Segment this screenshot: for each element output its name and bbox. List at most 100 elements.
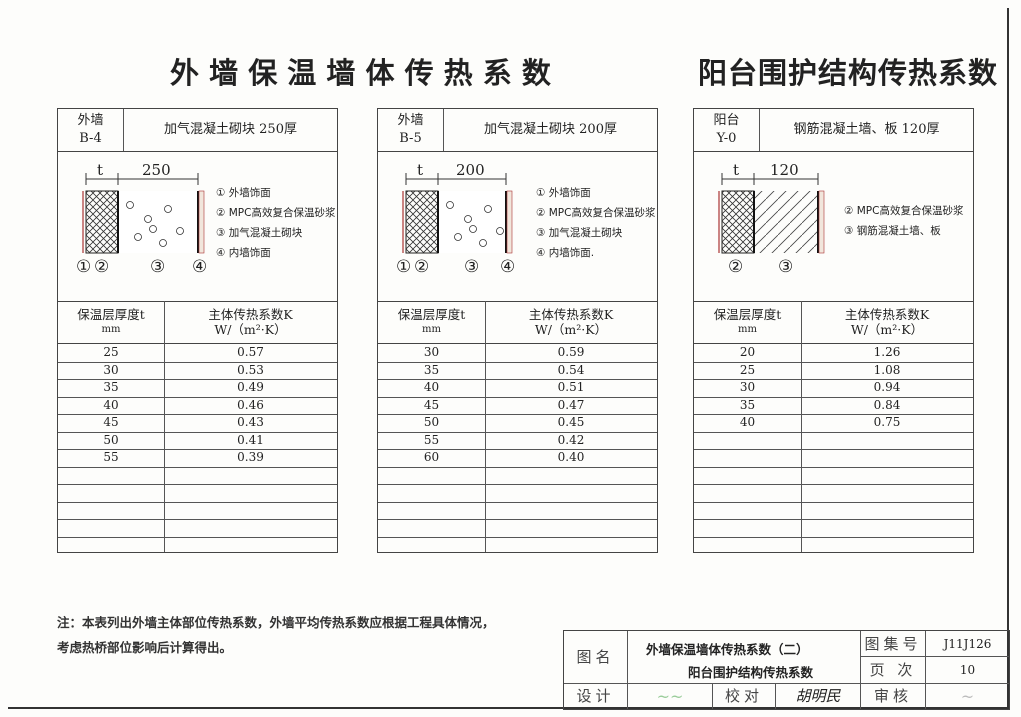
col-header-k-label: 主体传热系数K bbox=[844, 307, 930, 322]
table-row bbox=[378, 537, 657, 555]
table-row: 60 0.40 bbox=[378, 449, 657, 468]
col-header-thickness-unit: mm bbox=[738, 324, 757, 335]
callout-marker: ④ bbox=[500, 257, 516, 277]
k-value-cell: 0.75 bbox=[873, 415, 901, 429]
thickness-cell: 35 bbox=[103, 380, 119, 394]
k-value-cell: 0.59 bbox=[557, 345, 585, 359]
callout-marker: ② bbox=[728, 257, 744, 277]
thickness-cell: 45 bbox=[103, 415, 119, 429]
thickness-cell: 25 bbox=[739, 362, 756, 377]
table-row: 55 0.42 bbox=[378, 432, 657, 450]
insulation-layer bbox=[721, 190, 755, 254]
table-row bbox=[694, 432, 973, 450]
table-row bbox=[694, 519, 973, 538]
table-row bbox=[694, 502, 973, 520]
column-divider bbox=[801, 301, 802, 552]
legend-item: ① 外墙饰面 bbox=[536, 187, 591, 199]
table-row: 30 0.94 bbox=[694, 379, 973, 398]
legend-item: ④ 内墙饰面 bbox=[216, 247, 271, 259]
table-row bbox=[378, 467, 657, 485]
drawing-name: 外墙保温墙体传热系数（二） 阳台围护结构传热系数 bbox=[628, 631, 861, 684]
wall-section-diagram: t 250 ① ② ③ ④ ① 外墙饰面 ② MPC高效复合保温砂浆 ③ 加气混凝土砌块 ④ 内… bbox=[58, 151, 337, 302]
col-header-thickness: 保温层厚度t mm bbox=[694, 301, 801, 344]
table-row: 50 0.45 bbox=[378, 414, 657, 433]
legend-item: ② MPC高效复合保温砂浆 bbox=[844, 205, 964, 217]
page-no: 10 bbox=[926, 657, 1009, 684]
interior-finish bbox=[198, 190, 205, 254]
col-header-thickness-label: 保温层厚度t bbox=[77, 307, 145, 322]
wall-body bbox=[118, 191, 198, 253]
table-row: 40 0.75 bbox=[694, 414, 973, 433]
material-name: 加气混凝土砌块 200厚 bbox=[484, 122, 617, 137]
construction-code: 阳台 Y-0 bbox=[694, 109, 760, 151]
k-value-cell: 0.41 bbox=[237, 432, 264, 447]
drawing-name-label: 图名 bbox=[564, 631, 628, 684]
table-row bbox=[378, 484, 657, 503]
k-value-cell: 0.42 bbox=[557, 432, 585, 447]
drawing-name-line-1: 外墙保温墙体传热系数（二） bbox=[646, 642, 809, 657]
table-row: 45 0.43 bbox=[58, 414, 337, 433]
dim-t: t bbox=[733, 161, 740, 179]
thickness-cell: 50 bbox=[423, 415, 440, 429]
col-header-thickness-unit: mm bbox=[101, 324, 121, 335]
note-line-2: 考虑热桥部位影响后计算得出。 bbox=[57, 640, 233, 655]
code-id: B-5 bbox=[399, 131, 422, 146]
thickness-cell: 60 bbox=[423, 450, 440, 464]
panel-B-5: 外墙 B-5 加气混凝土砌块 200厚 t 200 ① ② ③ ④ ① 外墙饰面 ② MPC高… bbox=[377, 108, 658, 553]
k-value-cell: 0.49 bbox=[237, 380, 264, 394]
construction-code: 外墙 B-5 bbox=[378, 109, 444, 151]
thickness-cell: 30 bbox=[739, 380, 756, 394]
page-label: 页 次 bbox=[861, 657, 926, 684]
coefficient-table: 保温层厚度t mm 主体传热系数K W/（m²·K） 20 1.26 25 1.08 30 0… bbox=[694, 301, 973, 552]
col-header-thickness-unit: mm bbox=[422, 324, 441, 335]
k-value-cell: 0.45 bbox=[557, 415, 585, 429]
callout-marker: ① bbox=[396, 257, 412, 277]
thickness-cell: 30 bbox=[423, 345, 440, 359]
callout-marker: ③ bbox=[778, 257, 794, 277]
col-header-k: 主体传热系数K W/（m²·K） bbox=[164, 301, 337, 344]
code-type: 阳台 bbox=[713, 113, 740, 128]
thickness-cell: 35 bbox=[739, 397, 756, 412]
col-header-k: 主体传热系数K W/（m²·K） bbox=[485, 301, 657, 344]
k-value-cell: 0.57 bbox=[237, 345, 264, 359]
construction-code: 外墙 B-4 bbox=[58, 109, 124, 151]
col-header-k-unit: W/（m²·K） bbox=[534, 322, 608, 337]
review-signature: ~ bbox=[960, 687, 975, 706]
k-value-cell: 0.94 bbox=[873, 380, 901, 394]
callout-marker: ② bbox=[94, 257, 110, 277]
legend-item: ③ 钢筋混凝土墙、板 bbox=[844, 225, 941, 237]
k-value-cell: 1.26 bbox=[873, 345, 901, 359]
coefficient-table: 保温层厚度t mm 主体传热系数K W/（m²·K） 25 0.57 30 0.53 35 0… bbox=[58, 301, 337, 552]
design-signature: ~~ bbox=[628, 684, 713, 709]
design-label: 设计 bbox=[564, 684, 628, 709]
col-header-k-label: 主体传热系数K bbox=[528, 307, 614, 322]
insulation-layer bbox=[405, 190, 439, 254]
col-header-thickness-label: 保温层厚度t bbox=[713, 307, 782, 322]
table-row: 40 0.51 bbox=[378, 379, 657, 398]
atlas-no-label: 图集号 bbox=[861, 631, 926, 657]
thickness-cell: 30 bbox=[103, 362, 119, 377]
wall-section-diagram: t 200 ① ② ③ ④ ① 外墙饰面 ② MPC高效复合保温砂浆 ③ 加气混凝土砌块 ④ 内… bbox=[378, 151, 657, 302]
wall-body bbox=[754, 191, 818, 253]
coefficient-table: 保温层厚度t mm 主体传热系数K W/（m²·K） 30 0.59 35 0.54 40 0… bbox=[378, 301, 657, 552]
section-drawing bbox=[402, 173, 513, 254]
k-value-cell: 0.84 bbox=[873, 397, 901, 412]
title-exterior-wall: 外 墙 保 温 墙 体 传 热 系 数 bbox=[170, 56, 551, 90]
thickness-cell: 40 bbox=[739, 415, 756, 429]
col-header-k-unit: W/（m²·K） bbox=[850, 322, 924, 337]
legend-item: ② MPC高效复合保温砂浆 bbox=[536, 207, 656, 219]
legend-item: ④ 内墙饰面. bbox=[536, 247, 595, 259]
code-type: 外墙 bbox=[77, 113, 104, 128]
col-header-k-unit: W/（m²·K） bbox=[214, 322, 287, 337]
dim-wall-thickness: 250 bbox=[142, 161, 171, 179]
table-row bbox=[378, 519, 657, 538]
table-row bbox=[58, 484, 337, 503]
panel-Y-0: 阳台 Y-0 钢筋混凝土墙、板 120厚 t 120 ② ③ ② MPC高效复合保温砂浆… bbox=[693, 108, 974, 553]
thickness-cell: 55 bbox=[103, 450, 119, 464]
table-row: 25 0.57 bbox=[58, 344, 337, 363]
table-row: 55 0.39 bbox=[58, 449, 337, 468]
legend-item: ② MPC高效复合保温砂浆 bbox=[216, 207, 336, 219]
table-row bbox=[694, 449, 973, 468]
k-value-cell: 0.40 bbox=[557, 450, 585, 464]
